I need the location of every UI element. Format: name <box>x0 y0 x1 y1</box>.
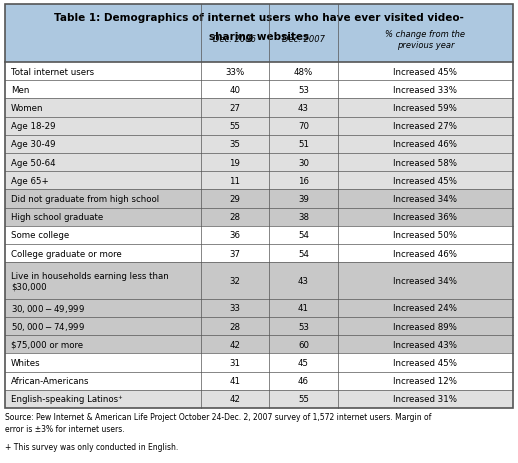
Text: Total internet users: Total internet users <box>11 68 94 76</box>
Text: 31: 31 <box>229 358 240 367</box>
Bar <box>5 390 513 408</box>
Text: Increased 59%: Increased 59% <box>394 104 457 113</box>
Bar <box>5 335 513 354</box>
Text: Increased 34%: Increased 34% <box>393 194 457 204</box>
Text: 43: 43 <box>298 276 309 285</box>
Text: 35: 35 <box>229 140 240 149</box>
Text: 70: 70 <box>298 122 309 131</box>
Text: Did not graduate from high school: Did not graduate from high school <box>11 194 159 204</box>
Bar <box>5 136 513 154</box>
Text: Age 30-49: Age 30-49 <box>11 140 55 149</box>
Bar <box>5 299 513 317</box>
Text: sharing websites: sharing websites <box>209 32 309 43</box>
Bar <box>5 172 513 190</box>
Text: 54: 54 <box>298 231 309 240</box>
Text: 19: 19 <box>229 158 240 167</box>
Text: Increased 31%: Increased 31% <box>393 394 457 404</box>
Text: 16: 16 <box>298 176 309 186</box>
Text: Increased 50%: Increased 50% <box>393 231 457 240</box>
Bar <box>5 5 513 63</box>
Text: Source: Pew Internet & American Life Project October 24-Dec. 2, 2007 survey of 1: Source: Pew Internet & American Life Pro… <box>5 412 431 433</box>
Bar <box>5 5 513 408</box>
Text: Increased 33%: Increased 33% <box>393 86 457 94</box>
Text: College graduate or more: College graduate or more <box>11 249 122 258</box>
Text: 48%: 48% <box>294 68 313 76</box>
Text: Increased 43%: Increased 43% <box>393 340 457 349</box>
Text: Some college: Some college <box>11 231 69 240</box>
Text: 40: 40 <box>229 86 240 94</box>
Text: Increased 27%: Increased 27% <box>393 122 457 131</box>
Text: Whites: Whites <box>11 358 40 367</box>
Text: 37: 37 <box>229 249 240 258</box>
Text: 53: 53 <box>298 86 309 94</box>
Text: African-Americans: African-Americans <box>11 376 90 385</box>
Text: 60: 60 <box>298 340 309 349</box>
Text: Increased 46%: Increased 46% <box>393 140 457 149</box>
Text: Increased 24%: Increased 24% <box>393 304 457 313</box>
Bar <box>5 118 513 136</box>
Text: Increased 34%: Increased 34% <box>393 276 457 285</box>
Text: 11: 11 <box>229 176 240 186</box>
Text: 55: 55 <box>229 122 240 131</box>
Text: Increased 89%: Increased 89% <box>394 322 457 331</box>
Text: 53: 53 <box>298 322 309 331</box>
Bar <box>5 63 513 81</box>
Bar <box>5 244 513 263</box>
Text: Increased 45%: Increased 45% <box>393 358 457 367</box>
Text: Increased 58%: Increased 58% <box>393 158 457 167</box>
Text: 45: 45 <box>298 358 309 367</box>
Text: 30: 30 <box>298 158 309 167</box>
Bar <box>5 372 513 390</box>
Text: 42: 42 <box>229 394 240 404</box>
Text: 28: 28 <box>229 322 240 331</box>
Bar <box>5 208 513 226</box>
Text: 41: 41 <box>229 376 240 385</box>
Text: 33%: 33% <box>225 68 244 76</box>
Bar <box>5 317 513 335</box>
Text: Increased 46%: Increased 46% <box>393 249 457 258</box>
Bar <box>5 263 513 299</box>
Bar <box>5 154 513 172</box>
Text: 43: 43 <box>298 104 309 113</box>
Text: 42: 42 <box>229 340 240 349</box>
Text: Live in households earning less than
$30,000: Live in households earning less than $30… <box>11 271 169 291</box>
Bar <box>5 81 513 99</box>
Bar <box>5 226 513 244</box>
Text: Increased 45%: Increased 45% <box>393 176 457 186</box>
Bar <box>5 354 513 372</box>
Text: Age 50-64: Age 50-64 <box>11 158 55 167</box>
Text: Increased 45%: Increased 45% <box>393 68 457 76</box>
Text: $50,000-$74,999: $50,000-$74,999 <box>11 320 85 332</box>
Text: Men: Men <box>11 86 30 94</box>
Text: English-speaking Latinos⁺: English-speaking Latinos⁺ <box>11 394 123 404</box>
Text: 33: 33 <box>229 304 240 313</box>
Text: $30,000-$49,999: $30,000-$49,999 <box>11 302 85 314</box>
Text: 39: 39 <box>298 194 309 204</box>
Text: Women: Women <box>11 104 44 113</box>
Text: Dec. 2006: Dec. 2006 <box>213 36 256 44</box>
Text: Dec. 2007: Dec. 2007 <box>282 36 325 44</box>
Text: 29: 29 <box>229 194 240 204</box>
Text: 38: 38 <box>298 213 309 222</box>
Text: Increased 12%: Increased 12% <box>393 376 457 385</box>
Bar <box>5 99 513 118</box>
Text: 55: 55 <box>298 394 309 404</box>
Text: 51: 51 <box>298 140 309 149</box>
Text: 27: 27 <box>229 104 240 113</box>
Text: % change from the
previous year: % change from the previous year <box>385 30 465 50</box>
Bar <box>5 190 513 208</box>
Text: 32: 32 <box>229 276 240 285</box>
Text: Age 18-29: Age 18-29 <box>11 122 55 131</box>
Text: High school graduate: High school graduate <box>11 213 103 222</box>
Text: 54: 54 <box>298 249 309 258</box>
Text: 36: 36 <box>229 231 240 240</box>
Text: Age 65+: Age 65+ <box>11 176 49 186</box>
Text: Increased 36%: Increased 36% <box>393 213 457 222</box>
Text: 41: 41 <box>298 304 309 313</box>
Text: 46: 46 <box>298 376 309 385</box>
Text: $75,000 or more: $75,000 or more <box>11 340 83 349</box>
Text: Table 1: Demographics of internet users who have ever visited video-: Table 1: Demographics of internet users … <box>54 13 464 23</box>
Text: + This survey was only conducted in English.: + This survey was only conducted in Engl… <box>5 442 178 451</box>
Text: 28: 28 <box>229 213 240 222</box>
